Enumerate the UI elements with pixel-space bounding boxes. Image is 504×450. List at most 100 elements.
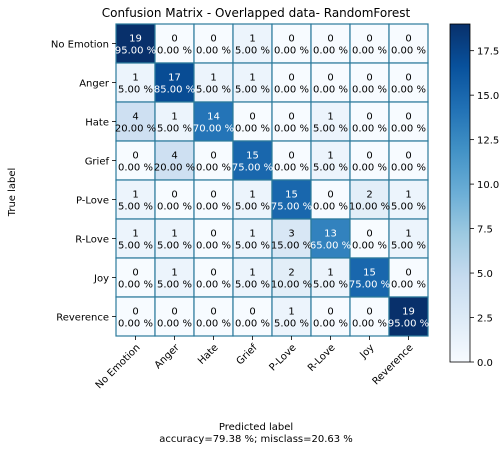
col-tick-labels: No Emotion Anger Hate Grief P-Love R-Love JoyR… <box>94 336 416 391</box>
cell-count-label: 0 <box>327 190 333 201</box>
row-tick-label: No Emotion <box>51 40 109 51</box>
colorbar-tick-label: 15.0 <box>477 91 499 102</box>
cell-percent-label: 0.00 % <box>196 319 231 330</box>
col-tick-label: R-Love <box>306 342 338 374</box>
heatmap-cell <box>271 296 312 337</box>
heatmap-cell <box>193 140 234 181</box>
cell-count-label: 2 <box>288 268 294 279</box>
heatmap-cell <box>271 257 312 298</box>
heatmap-cell <box>349 140 390 181</box>
col-tick-label: Reverence <box>371 342 416 387</box>
heatmap-cell <box>271 179 312 220</box>
row-tick-label: P-Love <box>76 196 109 207</box>
row-tick-label: Hate <box>85 118 109 129</box>
cell-percent-label: 75.00 % <box>271 202 312 213</box>
colorbar-tick-label: 12.5 <box>477 136 499 147</box>
colorbar-tick-label: 7.5 <box>477 225 493 236</box>
cell-percent-label: 0.00 % <box>157 202 192 213</box>
cell-percent-label: 5.00 % <box>157 241 192 252</box>
colorbar-tick-label: 0.0 <box>477 358 493 369</box>
col-tick-label: Joy <box>358 342 377 361</box>
heatmap-cell <box>388 218 429 259</box>
cell-count-label: 1 <box>327 112 333 123</box>
cell-count-label: 0 <box>327 73 333 84</box>
cell-count-label: 0 <box>288 73 294 84</box>
colorbar: 0.0 2.5 5.0 7.5 10.0 12.5 15.0 17.5 <box>449 23 499 369</box>
cell-count-label: 17 <box>168 73 181 84</box>
cell-percent-label: 20.00 % <box>115 124 156 135</box>
cell-percent-label: 0.00 % <box>391 280 426 291</box>
cell-percent-label: 5.00 % <box>235 241 270 252</box>
heatmap-cell <box>154 218 195 259</box>
cell-percent-label: 5.00 % <box>313 124 348 135</box>
cell-percent-label: 0.00 % <box>235 124 270 135</box>
cell-count-label: 1 <box>327 151 333 162</box>
cell-count-label: 0 <box>366 229 372 240</box>
cell-percent-label: 5.00 % <box>118 202 153 213</box>
cell-count-label: 1 <box>249 268 255 279</box>
cell-count-label: 0 <box>366 34 372 45</box>
cell-percent-label: 5.00 % <box>235 202 270 213</box>
heatmap-cell <box>310 218 351 259</box>
cell-count-label: 0 <box>366 307 372 318</box>
col-tick-label: No Emotion <box>94 342 143 391</box>
cell-count-label: 0 <box>210 34 216 45</box>
cell-count-label: 3 <box>288 229 294 240</box>
cell-percent-label: 0.00 % <box>352 124 387 135</box>
row-tick-labels: No Emotion Anger Hate Grief P-Love R-Love Joy R… <box>51 40 116 324</box>
cell-percent-label: 0.00 % <box>352 319 387 330</box>
cell-count-label: 13 <box>324 229 337 240</box>
chart-title: Confusion Matrix - Overlapped data- Rand… <box>102 6 411 20</box>
cell-percent-label: 10.00 % <box>271 280 312 291</box>
cell-count-label: 4 <box>132 112 138 123</box>
cell-count-label: 1 <box>132 190 138 201</box>
cell-percent-label: 95.00 % <box>115 46 156 57</box>
cell-count-label: 0 <box>405 151 411 162</box>
cell-percent-label: 5.00 % <box>235 280 270 291</box>
cell-count-label: 0 <box>366 112 372 123</box>
cell-percent-label: 5.00 % <box>157 280 192 291</box>
cell-count-label: 1 <box>171 268 177 279</box>
heatmap-cell <box>310 62 351 103</box>
cell-percent-label: 0.00 % <box>196 280 231 291</box>
heatmap-cell <box>271 101 312 142</box>
cell-count-label: 0 <box>210 229 216 240</box>
cell-percent-label: 5.00 % <box>274 319 309 330</box>
cell-percent-label: 95.00 % <box>388 319 429 330</box>
cell-percent-label: 0.00 % <box>274 85 309 96</box>
heatmap-cell <box>310 23 351 64</box>
cell-percent-label: 10.00 % <box>349 202 390 213</box>
cell-count-label: 14 <box>207 112 220 123</box>
heatmap-cell <box>271 140 312 181</box>
cell-count-label: 19 <box>402 307 415 318</box>
cell-count-label: 0 <box>132 151 138 162</box>
cell-percent-label: 0.00 % <box>313 319 348 330</box>
cell-percent-label: 5.00 % <box>118 241 153 252</box>
cell-count-label: 0 <box>405 268 411 279</box>
colorbar-tick-label: 5.0 <box>477 269 493 280</box>
cell-percent-label: 0.00 % <box>391 85 426 96</box>
cell-count-label: 1 <box>132 229 138 240</box>
cell-count-label: 1 <box>171 229 177 240</box>
cell-count-label: 1 <box>327 268 333 279</box>
cell-count-label: 15 <box>285 190 298 201</box>
cell-count-label: 1 <box>249 190 255 201</box>
cell-count-label: 0 <box>210 151 216 162</box>
cell-percent-label: 5.00 % <box>196 85 231 96</box>
cell-count-label: 0 <box>366 73 372 84</box>
heatmap-cell <box>154 23 195 64</box>
cell-count-label: 0 <box>327 34 333 45</box>
cell-percent-label: 0.00 % <box>274 124 309 135</box>
col-tick-label: Anger <box>153 342 182 371</box>
heatmap-cell <box>310 257 351 298</box>
col-tick-label: P-Love <box>267 342 298 373</box>
colorbar-tick-label: 2.5 <box>477 314 493 325</box>
cell-count-label: 0 <box>132 307 138 318</box>
cell-percent-label: 0.00 % <box>352 85 387 96</box>
cell-count-label: 1 <box>210 73 216 84</box>
col-tick-label: Hate <box>196 342 221 367</box>
accuracy-summary: accuracy=79.38 %; misclass=20.63 % <box>159 434 353 445</box>
cell-count-label: 0 <box>210 268 216 279</box>
cell-count-label: 0 <box>405 112 411 123</box>
cell-percent-label: 0.00 % <box>235 319 270 330</box>
